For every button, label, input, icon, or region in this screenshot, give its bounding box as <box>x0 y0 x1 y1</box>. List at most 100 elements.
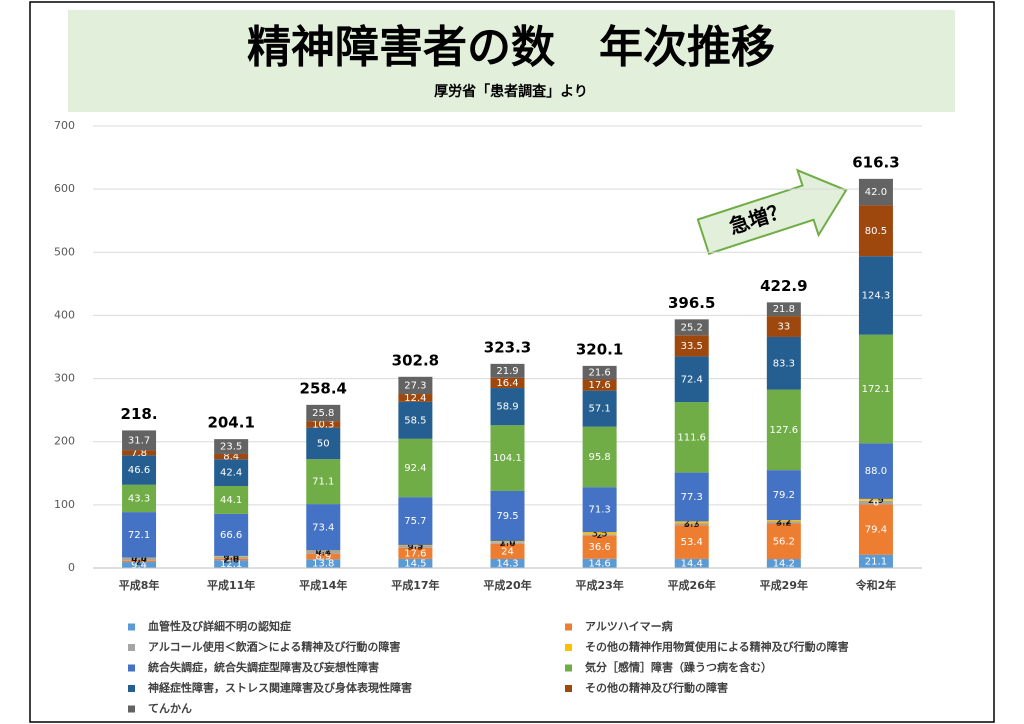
y-tick-label: 700 <box>54 119 75 132</box>
data-label: 12.1 <box>220 559 242 570</box>
data-label: 58.5 <box>404 415 426 426</box>
data-label: 14.2 <box>773 559 795 570</box>
bar-segment <box>766 559 801 568</box>
bar-segment <box>214 560 249 568</box>
data-label: 8.4 <box>223 452 239 463</box>
data-label: 36.6 <box>588 542 610 553</box>
legend-label: 統合失調症，統合失調症型障害及び妄想性障害 <box>148 660 379 674</box>
data-label: 2 <box>136 556 142 567</box>
total-label: 616.3 <box>852 153 899 171</box>
data-label: 1.6 <box>500 537 516 548</box>
data-label: 80.5 <box>865 226 887 237</box>
data-label: 42.0 <box>865 187 887 198</box>
y-tick-label: 200 <box>54 435 75 448</box>
data-label: 71.1 <box>312 477 334 488</box>
data-label: 0.6 <box>131 553 147 564</box>
bar-segment <box>582 365 617 380</box>
data-label: 14.5 <box>404 558 426 569</box>
bar-segment <box>766 521 801 524</box>
data-label: 3.8 <box>223 553 239 564</box>
data-label: 4.4 <box>315 547 331 558</box>
data-label: 23.5 <box>220 442 242 453</box>
legend-label: 神経症性障害，ストレス関連障害及び身体表現性障害 <box>148 681 412 695</box>
data-label: 172.1 <box>862 384 891 395</box>
data-label: 14.4 <box>681 558 703 569</box>
bar-segment <box>858 504 893 555</box>
data-label: 27.3 <box>404 380 426 391</box>
bar-segment <box>122 450 157 456</box>
bar-segment <box>674 525 709 559</box>
bar-segment <box>398 497 433 545</box>
data-label: 21.1 <box>865 556 887 567</box>
total-label: 422.9 <box>760 277 807 295</box>
chart-title: 精神障害者の数 年次推移 <box>247 22 775 73</box>
bar-segment <box>214 439 249 454</box>
bar-segment <box>674 558 709 568</box>
bar-segment <box>306 559 341 568</box>
y-tick-label: 0 <box>68 561 75 574</box>
legend-label: アルコール使用＜飲酒＞による精神及び行動の障害 <box>148 640 400 654</box>
legend-label: アルツハイマー病 <box>585 619 673 633</box>
data-label: 46.6 <box>128 465 150 476</box>
bar-segment <box>306 553 341 560</box>
bar-segment <box>582 390 617 427</box>
legend-swatch <box>128 705 135 713</box>
legend-swatch <box>128 685 135 692</box>
bar-segment <box>122 430 157 451</box>
data-label: 3.2 <box>776 518 792 529</box>
frame <box>29 1 995 723</box>
bar-segment <box>674 319 709 336</box>
chart-subtitle: 厚労省「患者調査」より <box>434 83 588 100</box>
legend-label: 気分［感情］障害（躁うつ病を含む） <box>585 660 772 674</box>
data-label: 75.7 <box>404 516 426 527</box>
bar-segment <box>214 556 249 559</box>
bar-segment <box>766 523 801 560</box>
data-label: 6 <box>873 498 879 509</box>
bar-segment <box>398 558 433 568</box>
y-tick-label: 300 <box>54 372 75 385</box>
legend-swatch <box>128 623 135 631</box>
data-label: 104.1 <box>493 453 522 464</box>
bar-segment <box>214 558 249 561</box>
data-label: 73.4 <box>312 522 334 533</box>
y-tick-label: 400 <box>54 308 75 321</box>
data-label: 53.4 <box>681 537 703 548</box>
bar-segment <box>582 426 617 488</box>
data-label: 2.6 <box>500 538 516 549</box>
x-tick-label: 平成26年 <box>668 578 716 592</box>
data-label: 0.9 <box>407 540 423 551</box>
data-label: 31.7 <box>128 435 150 446</box>
bar-segment <box>214 513 249 556</box>
bar-segment <box>858 205 893 257</box>
legend-label: てんかん <box>148 702 192 715</box>
x-tick-label: 平成29年 <box>760 578 808 592</box>
data-label: 24 <box>501 546 514 557</box>
bar-segment <box>490 377 525 389</box>
data-label: 66.6 <box>220 530 242 541</box>
data-label: 2.7 <box>684 517 700 528</box>
x-tick-label: 平成8年 <box>119 578 160 592</box>
bar-segment <box>306 404 341 422</box>
bar-segment <box>766 470 801 521</box>
data-label: 42.4 <box>220 468 242 479</box>
data-label: 92.4 <box>404 463 426 474</box>
arrow-shape <box>696 168 848 256</box>
data-label: 79.4 <box>865 525 887 536</box>
bar-segment <box>122 455 157 485</box>
bar-segment <box>490 543 525 559</box>
bar-segment <box>490 388 525 426</box>
data-label: 17.6 <box>404 548 426 559</box>
data-label: 56.2 <box>773 536 795 547</box>
bar-segment <box>306 421 341 428</box>
data-label: 72.4 <box>681 374 703 385</box>
bar-segment <box>674 523 709 526</box>
data-label: 9.4 <box>131 560 147 571</box>
data-label: 111.6 <box>677 432 706 443</box>
bar-segment <box>398 544 433 546</box>
data-label: 0.7 <box>315 546 331 557</box>
bar-segment <box>398 394 433 402</box>
data-label: 50 <box>317 438 330 449</box>
data-label: 8.9 <box>315 551 331 562</box>
bar-segment <box>122 560 157 563</box>
x-tick-label: 平成14年 <box>299 578 347 592</box>
